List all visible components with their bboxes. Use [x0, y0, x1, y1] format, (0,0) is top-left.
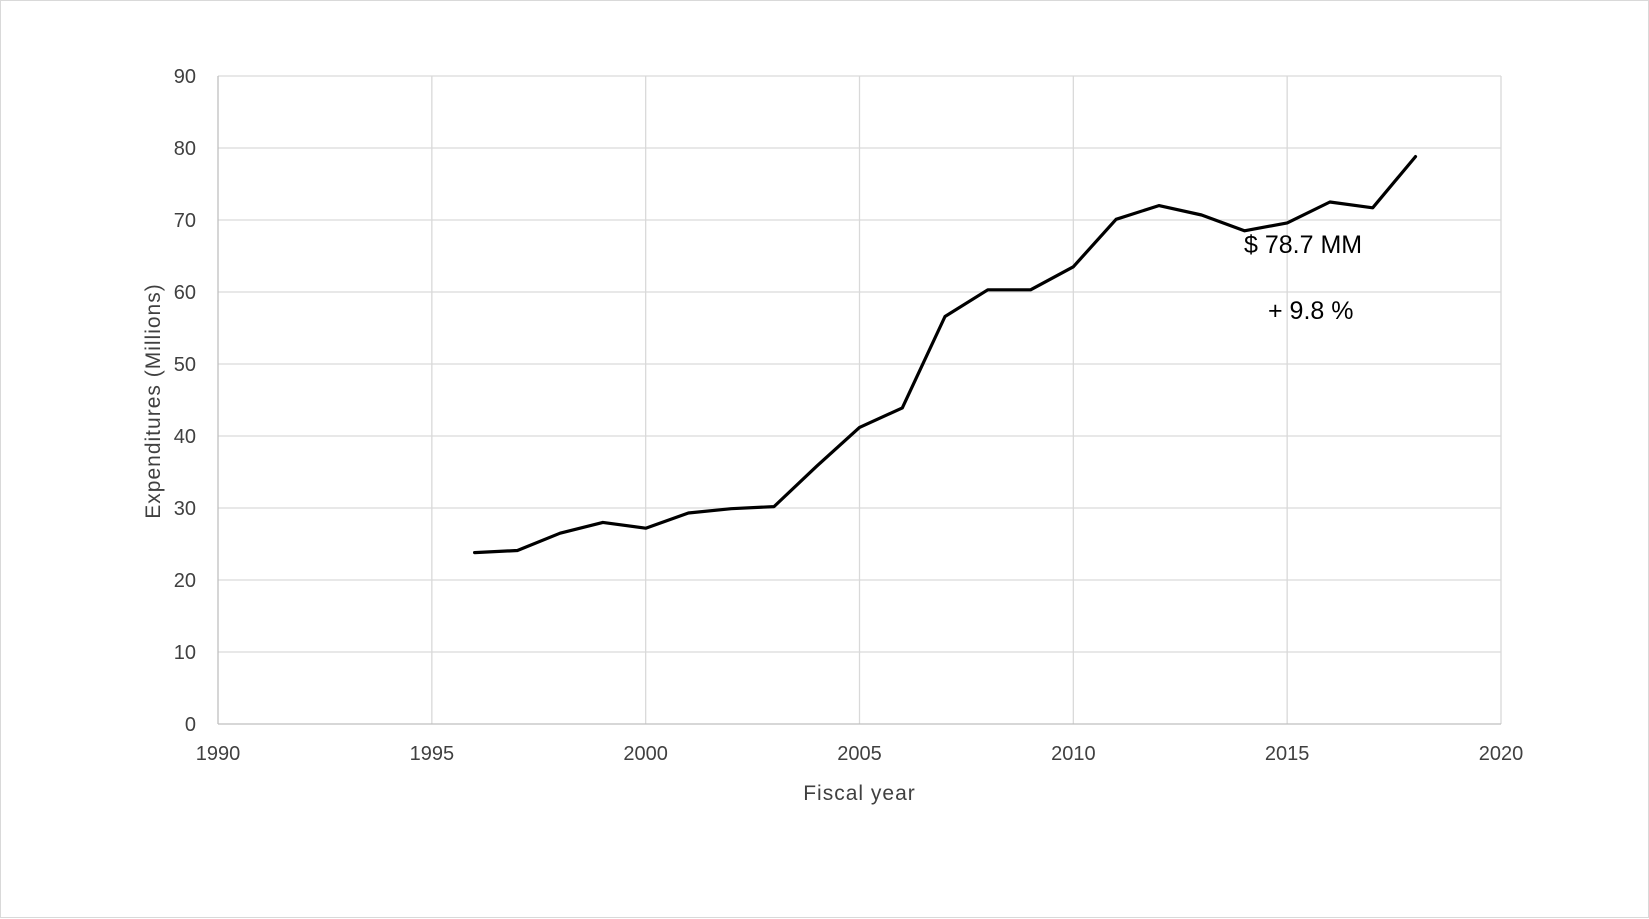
x-tick-label: 2015	[1265, 743, 1310, 765]
gridlines	[218, 76, 1501, 724]
annotation-percent-change: + 9.8 %	[1268, 297, 1353, 325]
y-tick-label: 10	[174, 642, 196, 664]
y-tick-label: 40	[174, 426, 196, 448]
x-tick-label: 1995	[410, 743, 455, 765]
x-tick-label: 1990	[196, 743, 241, 765]
x-tick-label: 2010	[1051, 743, 1096, 765]
y-tick-label: 50	[174, 354, 196, 376]
x-tick-label: 2005	[837, 743, 882, 765]
y-tick-label: 20	[174, 570, 196, 592]
series-layer	[475, 157, 1416, 553]
x-axis-title: Fiscal year	[803, 782, 916, 805]
y-tick-label: 30	[174, 498, 196, 520]
y-tick-label: 70	[174, 210, 196, 232]
y-axis-title: Expenditures (Millions)	[142, 283, 165, 518]
annotation-value: $ 78.7 MM	[1244, 231, 1362, 259]
y-tick-label: 0	[185, 714, 196, 736]
tick-labels: 0 10 20 30 40 50 60 70 80 90 1990 1995 2000 2005 2010 2…	[174, 66, 1524, 765]
x-tick-label: 2000	[623, 743, 668, 765]
x-tick-label: 2020	[1479, 743, 1524, 765]
y-tick-label: 90	[174, 66, 196, 88]
y-tick-label: 80	[174, 138, 196, 160]
series-line	[475, 157, 1416, 553]
y-tick-label: 60	[174, 282, 196, 304]
